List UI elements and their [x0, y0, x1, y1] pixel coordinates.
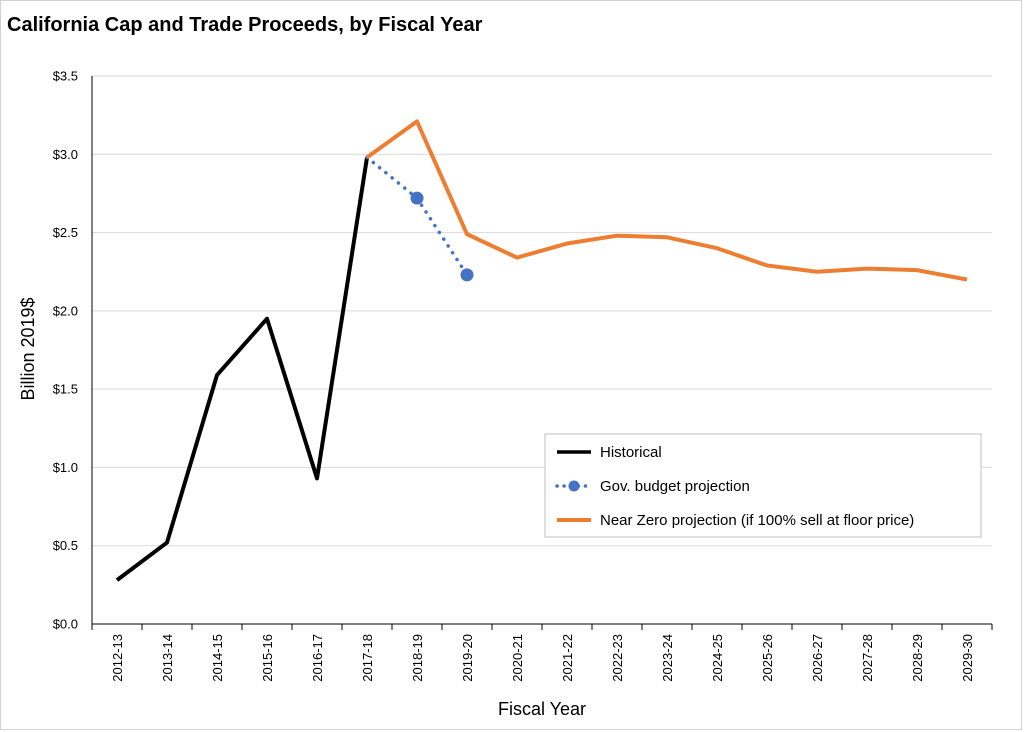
y-tick-label: $1.0 [53, 460, 78, 475]
series-layer [115, 119, 968, 582]
x-tick-label: 2029-30 [960, 634, 975, 682]
series-point-1 [410, 191, 424, 205]
x-tick-label: 2019-20 [460, 634, 475, 682]
series-line-1 [365, 155, 469, 277]
legend-label-near-zero: Near Zero projection (if 100% sell at fl… [600, 512, 914, 529]
x-tick-label: 2016-17 [310, 634, 325, 682]
x-tick-labels: 2012-13 2013-14 2014-15 2015-16 2016-17 2017-… [110, 634, 975, 682]
y-tick-label: $3.5 [53, 69, 78, 84]
y-tick-label: $1.5 [53, 382, 78, 397]
x-tick-label: 2017-18 [360, 634, 375, 682]
x-tick-label: 2027-28 [860, 634, 875, 682]
y-tick-label: $0.5 [53, 538, 78, 553]
y-tick-label: $2.0 [53, 303, 78, 318]
y-tick-label: $3.0 [53, 147, 78, 162]
chart-title: California Cap and Trade Proceeds, by Fi… [7, 14, 483, 36]
x-tick-label: 2022-23 [610, 634, 625, 682]
x-tick-label: 2020-21 [510, 634, 525, 682]
series-line-2 [365, 119, 968, 282]
x-tick-label: 2018-19 [410, 634, 425, 682]
legend: Historical Gov. budget projection Near Z… [544, 433, 982, 538]
x-axis-title: Fiscal Year [498, 699, 586, 719]
legend-box [544, 433, 982, 538]
y-axis-title: Billion 2019$ [18, 297, 38, 400]
y-tick-label: $0.0 [53, 617, 78, 632]
x-tick-label: 2021-22 [560, 634, 575, 682]
gridlines [92, 75, 992, 547]
x-tick-label: 2023-24 [660, 634, 675, 682]
legend-label-gov-budget: Gov. budget projection [600, 478, 750, 495]
axes [91, 76, 993, 630]
series-line-0 [115, 157, 369, 582]
x-tick-label: 2015-16 [260, 634, 275, 682]
x-tick-label: 2024-25 [710, 634, 725, 682]
x-tick-label: 2028-29 [910, 634, 925, 682]
x-tick-label: 2014-15 [210, 634, 225, 682]
x-tick-label: 2025-26 [760, 634, 775, 682]
y-tick-labels: $0.0 $0.5 $1.0 $1.5 $2.0 $2.5 $3.0 $3.5 [53, 69, 78, 632]
series-point-1 [460, 268, 474, 282]
legend-marker-gov-budget [568, 480, 580, 492]
x-tick-label: 2012-13 [110, 634, 125, 682]
y-tick-label: $2.5 [53, 225, 78, 240]
x-tick-label: 2013-14 [160, 634, 175, 682]
legend-label-historical: Historical [600, 444, 662, 461]
x-tick-label: 2026-27 [810, 634, 825, 682]
